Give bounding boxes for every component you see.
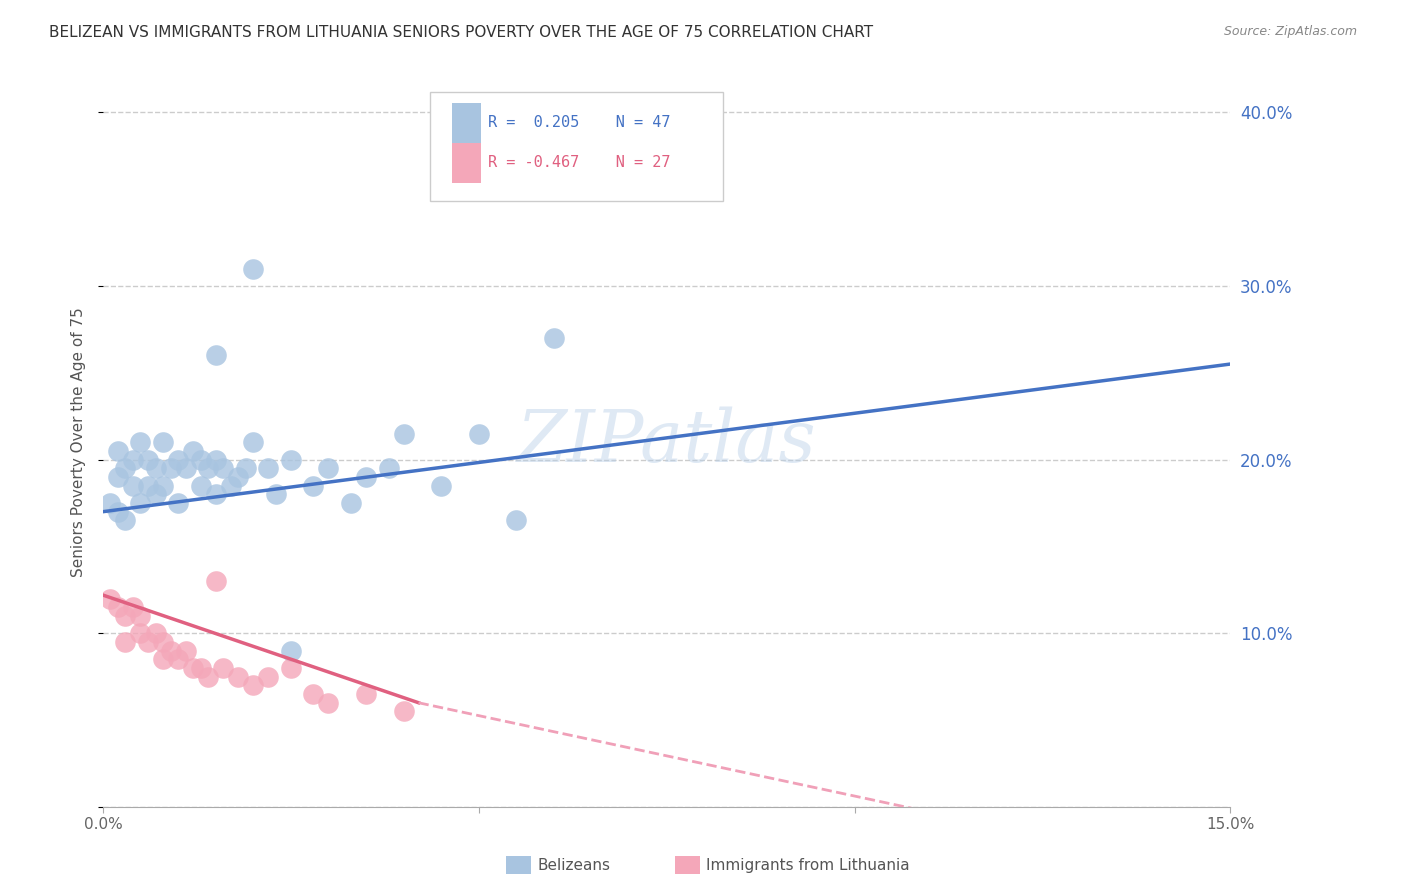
Point xyxy=(204,348,226,362)
Point xyxy=(226,470,249,484)
Point xyxy=(219,478,242,492)
Point xyxy=(257,670,280,684)
Point xyxy=(197,461,219,475)
Point xyxy=(204,574,226,589)
Point xyxy=(212,461,235,475)
Point xyxy=(377,461,399,475)
Point xyxy=(100,496,122,510)
Point xyxy=(122,478,145,492)
Point xyxy=(354,470,377,484)
Point xyxy=(190,452,212,467)
Point xyxy=(257,461,280,475)
Point xyxy=(107,470,129,484)
Point xyxy=(280,661,302,675)
Point xyxy=(174,461,197,475)
Point xyxy=(392,705,415,719)
Point xyxy=(543,331,565,345)
Point xyxy=(354,687,377,701)
Point xyxy=(107,600,129,615)
Point xyxy=(204,487,226,501)
Point xyxy=(136,478,159,492)
Point xyxy=(181,661,204,675)
Point xyxy=(122,600,145,615)
Point xyxy=(392,426,415,441)
Point xyxy=(136,452,159,467)
Point xyxy=(190,661,212,675)
Point xyxy=(318,461,340,475)
Text: Belizeans: Belizeans xyxy=(537,858,610,872)
Point xyxy=(212,661,235,675)
Point xyxy=(264,487,287,501)
Point xyxy=(129,626,152,640)
Point xyxy=(181,443,204,458)
Point xyxy=(152,652,174,666)
Point xyxy=(318,696,340,710)
Text: Immigrants from Lithuania: Immigrants from Lithuania xyxy=(706,858,910,872)
Point xyxy=(167,496,190,510)
Point xyxy=(114,608,136,623)
Y-axis label: Seniors Poverty Over the Age of 75: Seniors Poverty Over the Age of 75 xyxy=(72,308,86,577)
Point xyxy=(107,443,129,458)
FancyBboxPatch shape xyxy=(430,92,723,202)
Bar xyxy=(453,143,481,183)
Text: R =  0.205    N = 47: R = 0.205 N = 47 xyxy=(488,115,671,130)
Point xyxy=(226,670,249,684)
Point xyxy=(242,678,264,692)
Point xyxy=(152,478,174,492)
Point xyxy=(302,687,325,701)
Point xyxy=(430,478,453,492)
Text: BELIZEAN VS IMMIGRANTS FROM LITHUANIA SENIORS POVERTY OVER THE AGE OF 75 CORRELA: BELIZEAN VS IMMIGRANTS FROM LITHUANIA SE… xyxy=(49,25,873,40)
Point xyxy=(280,643,302,657)
Point xyxy=(122,452,145,467)
Point xyxy=(159,461,181,475)
Point xyxy=(505,513,527,527)
Point xyxy=(114,513,136,527)
Point xyxy=(242,261,264,276)
Point xyxy=(204,452,226,467)
Point xyxy=(467,426,489,441)
Point xyxy=(114,461,136,475)
Point xyxy=(280,452,302,467)
Text: R = -0.467    N = 27: R = -0.467 N = 27 xyxy=(488,155,671,170)
Point xyxy=(152,635,174,649)
Point xyxy=(197,670,219,684)
Point xyxy=(129,496,152,510)
Point xyxy=(114,635,136,649)
Point xyxy=(340,496,363,510)
Point xyxy=(129,435,152,450)
Text: ZIPatlas: ZIPatlas xyxy=(517,407,817,477)
Point xyxy=(145,461,167,475)
Point xyxy=(242,435,264,450)
Point xyxy=(129,608,152,623)
Point xyxy=(152,435,174,450)
Point xyxy=(167,652,190,666)
Point xyxy=(190,478,212,492)
Point xyxy=(100,591,122,606)
Point xyxy=(235,461,257,475)
Point xyxy=(107,505,129,519)
Point xyxy=(167,452,190,467)
Point xyxy=(145,626,167,640)
Bar xyxy=(453,103,481,143)
Point xyxy=(145,487,167,501)
Text: Source: ZipAtlas.com: Source: ZipAtlas.com xyxy=(1223,25,1357,38)
Point xyxy=(136,635,159,649)
Point xyxy=(174,643,197,657)
Point xyxy=(302,478,325,492)
Point xyxy=(159,643,181,657)
